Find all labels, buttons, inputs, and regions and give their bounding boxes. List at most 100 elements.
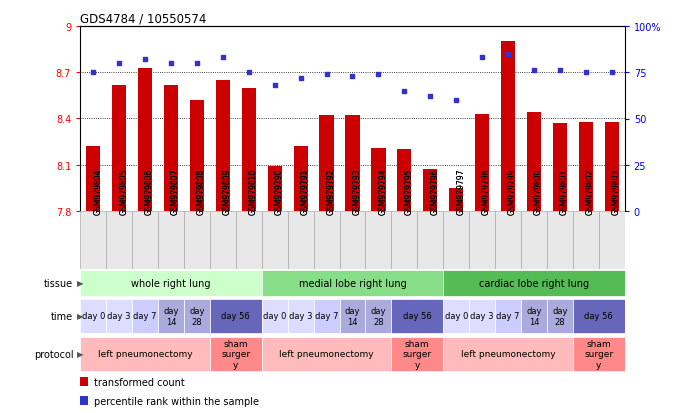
Text: GSM979792: GSM979792 <box>327 168 336 214</box>
Text: GSM979790: GSM979790 <box>275 168 283 214</box>
Text: day
14: day 14 <box>345 306 360 326</box>
Text: left pneumonectomy: left pneumonectomy <box>461 350 556 358</box>
Text: GSM979802: GSM979802 <box>586 168 595 214</box>
Text: GSM979795: GSM979795 <box>404 168 413 214</box>
Text: GSM979809: GSM979809 <box>223 168 232 214</box>
Point <box>114 61 125 67</box>
Bar <box>339 211 366 269</box>
Bar <box>579 122 593 211</box>
Text: GSM979799: GSM979799 <box>508 168 517 214</box>
Bar <box>158 299 184 333</box>
Bar <box>573 299 625 333</box>
Text: GSM979796: GSM979796 <box>430 168 439 214</box>
Text: day 56: day 56 <box>584 312 613 321</box>
Bar <box>236 211 262 269</box>
Text: GSM979808: GSM979808 <box>197 168 206 214</box>
Bar <box>288 299 313 333</box>
Bar <box>397 150 412 211</box>
Text: GSM979798: GSM979798 <box>482 168 491 214</box>
Bar <box>80 211 106 269</box>
Text: sham
surger
y: sham surger y <box>221 339 251 369</box>
Point <box>451 97 462 104</box>
Text: GSM979804: GSM979804 <box>94 168 102 214</box>
Bar <box>392 337 443 371</box>
Text: day 7: day 7 <box>496 312 520 321</box>
Bar <box>366 211 392 269</box>
Point <box>528 68 540 74</box>
Text: GSM979806: GSM979806 <box>145 168 154 214</box>
Text: GSM979799: GSM979799 <box>508 168 517 214</box>
Text: percentile rank within the sample: percentile rank within the sample <box>94 396 259 406</box>
Text: GSM979795: GSM979795 <box>404 168 413 214</box>
Bar <box>573 211 599 269</box>
Text: day
14: day 14 <box>526 306 542 326</box>
Bar <box>293 147 308 211</box>
Text: day 0: day 0 <box>445 312 468 321</box>
Text: GSM979803: GSM979803 <box>611 168 621 214</box>
Bar <box>262 299 288 333</box>
Bar <box>106 211 132 269</box>
Text: GSM979804: GSM979804 <box>94 168 102 214</box>
Bar <box>443 211 469 269</box>
Bar <box>346 116 359 211</box>
Bar <box>521 211 547 269</box>
Bar <box>242 88 256 211</box>
Text: GSM979793: GSM979793 <box>352 168 362 214</box>
Text: GSM979803: GSM979803 <box>611 168 621 214</box>
Point <box>295 75 306 82</box>
Bar <box>423 170 438 211</box>
Text: GSM979796: GSM979796 <box>430 168 439 214</box>
Point <box>424 94 436 100</box>
Bar <box>371 148 385 211</box>
Bar <box>449 188 463 211</box>
Bar <box>547 211 573 269</box>
Bar <box>184 211 210 269</box>
Text: GSM979797: GSM979797 <box>456 168 465 214</box>
Bar <box>80 271 262 296</box>
Text: GSM979797: GSM979797 <box>456 168 465 214</box>
Text: GSM979808: GSM979808 <box>197 168 206 214</box>
Bar <box>86 147 101 211</box>
Point <box>554 68 565 74</box>
Text: day 0: day 0 <box>82 312 105 321</box>
Text: day
28: day 28 <box>371 306 386 326</box>
Bar <box>132 211 158 269</box>
Bar <box>547 299 573 333</box>
Text: GSM979791: GSM979791 <box>301 168 310 214</box>
Bar <box>210 337 262 371</box>
Point <box>140 57 151 64</box>
Bar <box>216 81 230 211</box>
Bar <box>267 167 282 211</box>
Text: GSM979805: GSM979805 <box>119 168 128 214</box>
Text: time: time <box>51 311 73 321</box>
Bar <box>469 299 495 333</box>
Bar <box>262 337 392 371</box>
Bar <box>339 299 366 333</box>
Bar <box>158 211 184 269</box>
Text: left pneumonectomy: left pneumonectomy <box>98 350 193 358</box>
Point <box>191 61 202 67</box>
Text: GSM979792: GSM979792 <box>327 168 336 214</box>
Text: tissue: tissue <box>44 278 73 288</box>
Text: GSM979794: GSM979794 <box>378 168 387 214</box>
Bar <box>495 299 521 333</box>
Bar <box>80 396 89 405</box>
Bar <box>184 299 210 333</box>
Text: day 3: day 3 <box>289 312 313 321</box>
Point <box>373 71 384 78</box>
Point <box>165 61 177 67</box>
Text: GSM979793: GSM979793 <box>352 168 362 214</box>
Text: day
14: day 14 <box>163 306 179 326</box>
Text: ▶: ▶ <box>77 350 83 358</box>
Bar <box>521 299 547 333</box>
Point <box>477 55 488 62</box>
Bar <box>417 211 443 269</box>
Point <box>347 74 358 80</box>
Text: protocol: protocol <box>34 349 73 359</box>
Bar <box>80 337 210 371</box>
Text: whole right lung: whole right lung <box>131 278 211 288</box>
Text: GSM979810: GSM979810 <box>248 168 258 214</box>
Point <box>606 70 617 76</box>
Bar <box>210 299 262 333</box>
Text: cardiac lobe right lung: cardiac lobe right lung <box>479 278 589 288</box>
